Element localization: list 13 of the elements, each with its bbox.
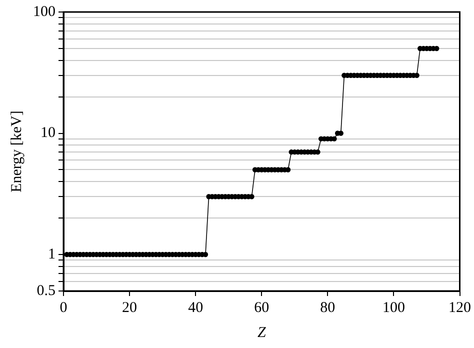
x-tick-label: 80 [320, 300, 336, 316]
y-tick-label: 0.5 [36, 282, 56, 299]
y-tick-label: 10 [40, 125, 56, 142]
y-tick-label: 1 [48, 246, 56, 262]
x-tick-label: 0 [60, 300, 68, 316]
x-tick-label: 60 [254, 300, 270, 316]
x-tick-label: 40 [188, 300, 204, 316]
x-tick-label: 100 [382, 300, 405, 316]
y-axis-title: Energy [keV] [8, 110, 25, 192]
x-axis-title: Z [257, 324, 266, 341]
y-tick-label: 100 [33, 4, 56, 20]
x-tick-label: 120 [448, 300, 471, 316]
x-tick-label: 20 [122, 300, 138, 316]
